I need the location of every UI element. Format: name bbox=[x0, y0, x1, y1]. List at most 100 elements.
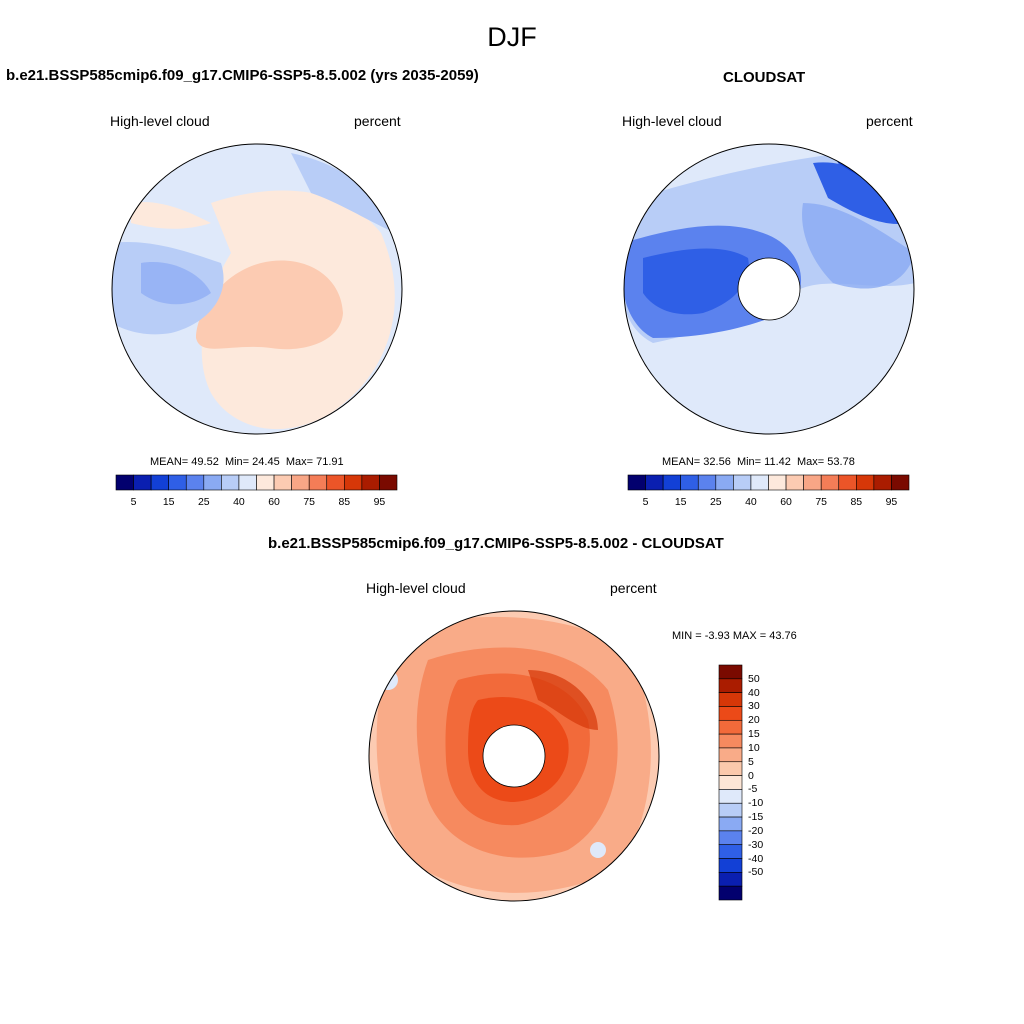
colorbar-tick-label: 40 bbox=[233, 496, 245, 508]
panel-diff-units: percent bbox=[610, 580, 657, 596]
colorbar-swatch bbox=[680, 474, 699, 491]
colorbar-tick-label: 30 bbox=[748, 700, 760, 713]
panel-diff-colorbar bbox=[718, 664, 743, 901]
panel-diff-colorbar-ticks: 50 40 30 20 15 10 5 0 -5 -10 -15 -20 -30 -40 -50 bbox=[748, 665, 788, 900]
colorbar-tick-label: 95 bbox=[885, 496, 898, 508]
colorbar-swatch bbox=[838, 474, 857, 491]
min-value: -3.93 bbox=[704, 630, 730, 642]
min-label: Min= bbox=[736, 456, 762, 468]
colorbar-swatch bbox=[718, 858, 743, 873]
colorbar-swatch bbox=[718, 816, 743, 832]
colorbar-tick-label: -30 bbox=[748, 838, 764, 851]
colorbar-swatch bbox=[785, 474, 804, 491]
colorbar-swatch bbox=[718, 733, 743, 749]
colorbar-swatch bbox=[115, 474, 134, 491]
panel-obs-units: percent bbox=[866, 113, 913, 129]
panel-diff-variable: High-level cloud bbox=[366, 580, 466, 596]
max-label: Max= bbox=[797, 456, 825, 468]
colorbar-swatch bbox=[718, 830, 743, 846]
colorbar-tick-label: 15 bbox=[674, 496, 687, 508]
colorbar-swatch bbox=[185, 474, 205, 491]
colorbar-tick-label: -40 bbox=[748, 852, 764, 865]
colorbar-tick-label: 5 bbox=[130, 496, 137, 508]
colorbar-swatch bbox=[718, 802, 743, 818]
colorbar-swatch bbox=[715, 474, 734, 491]
colorbar-swatch bbox=[873, 474, 892, 491]
panel-diff-map bbox=[368, 610, 660, 902]
min-label: Min= bbox=[224, 456, 250, 468]
colorbar-swatch bbox=[697, 474, 717, 491]
colorbar-tick-label: 20 bbox=[748, 714, 760, 727]
colorbar-tick-label: 95 bbox=[373, 496, 386, 508]
panel-model-colorbar-ticks: 5 15 25 40 60 75 85 95 bbox=[116, 496, 397, 510]
colorbar-swatch bbox=[361, 474, 380, 491]
colorbar-swatch bbox=[820, 474, 840, 491]
min-value: 24.45 bbox=[252, 456, 280, 468]
colorbar-swatch bbox=[718, 747, 743, 763]
mean-label: MEAN= bbox=[662, 456, 701, 468]
min-value: 11.42 bbox=[764, 456, 791, 468]
colorbar-swatch bbox=[133, 474, 152, 491]
colorbar-swatch bbox=[803, 474, 822, 491]
max-label: Max= bbox=[285, 456, 314, 468]
mean-value: 49.52 bbox=[191, 456, 219, 468]
panel-model-colorbar bbox=[115, 474, 398, 491]
colorbar-swatch bbox=[379, 474, 398, 491]
colorbar-tick-label: 40 bbox=[745, 496, 757, 508]
colorbar-swatch bbox=[718, 719, 743, 735]
colorbar-tick-label: 75 bbox=[815, 496, 828, 508]
colorbar-tick-label: 15 bbox=[162, 496, 175, 508]
colorbar-tick-label: 50 bbox=[748, 672, 760, 685]
max-label: MAX = bbox=[732, 630, 767, 642]
colorbar-swatch bbox=[662, 474, 681, 491]
colorbar-swatch bbox=[221, 474, 240, 491]
colorbar-swatch bbox=[718, 761, 743, 776]
colorbar-tick-label: 25 bbox=[709, 496, 722, 508]
colorbar-swatch bbox=[203, 474, 222, 491]
colorbar-tick-label: 25 bbox=[197, 496, 210, 508]
colorbar-swatch bbox=[718, 664, 743, 680]
colorbar-swatch bbox=[733, 474, 752, 491]
colorbar-swatch bbox=[718, 844, 743, 859]
max-value: 53.78 bbox=[827, 456, 855, 468]
colorbar-swatch bbox=[150, 474, 169, 491]
colorbar-tick-label: 40 bbox=[748, 686, 760, 699]
colorbar-tick-label: 75 bbox=[303, 496, 316, 508]
colorbar-tick-label: 5 bbox=[642, 496, 649, 508]
colorbar-swatch bbox=[238, 474, 257, 491]
colorbar-swatch bbox=[344, 474, 363, 491]
colorbar-swatch bbox=[718, 885, 743, 901]
panel-obs-colorbar bbox=[627, 474, 910, 491]
colorbar-swatch bbox=[291, 474, 310, 491]
max-value: 71.91 bbox=[316, 456, 344, 468]
mean-value: 32.56 bbox=[703, 456, 731, 468]
panel-obs-variable: High-level cloud bbox=[622, 113, 722, 129]
colorbar-swatch bbox=[856, 474, 875, 491]
colorbar-tick-label: 5 bbox=[748, 755, 754, 768]
panel-obs-colorbar-ticks: 5 15 25 40 60 75 85 95 bbox=[628, 496, 909, 510]
colorbar-swatch bbox=[891, 474, 910, 491]
panel-model-variable: High-level cloud bbox=[110, 113, 210, 129]
panel-diff-stats: MIN = -3.93 MAX = 43.76 bbox=[672, 630, 797, 642]
colorbar-swatch bbox=[256, 474, 275, 491]
colorbar-tick-label: 85 bbox=[338, 496, 351, 508]
colorbar-swatch bbox=[768, 474, 787, 491]
colorbar-swatch bbox=[718, 678, 743, 693]
colorbar-swatch bbox=[273, 474, 292, 491]
mean-label: MEAN= bbox=[150, 456, 189, 468]
panel-model-map bbox=[111, 143, 403, 435]
colorbar-swatch bbox=[627, 474, 646, 491]
colorbar-swatch bbox=[326, 474, 345, 491]
colorbar-swatch bbox=[750, 474, 769, 491]
colorbar-tick-label: -5 bbox=[748, 783, 758, 796]
colorbar-tick-label: -20 bbox=[748, 824, 764, 837]
colorbar-swatch bbox=[718, 775, 743, 790]
colorbar-tick-label: 60 bbox=[780, 496, 792, 508]
max-value: 43.76 bbox=[769, 630, 797, 642]
colorbar-swatch bbox=[718, 789, 743, 804]
colorbar-swatch bbox=[718, 706, 743, 721]
panel-obs-title: CLOUDSAT bbox=[723, 69, 806, 86]
colorbar-tick-label: 60 bbox=[268, 496, 280, 508]
colorbar-tick-label: 0 bbox=[748, 769, 754, 782]
colorbar-tick-label: 85 bbox=[850, 496, 863, 508]
